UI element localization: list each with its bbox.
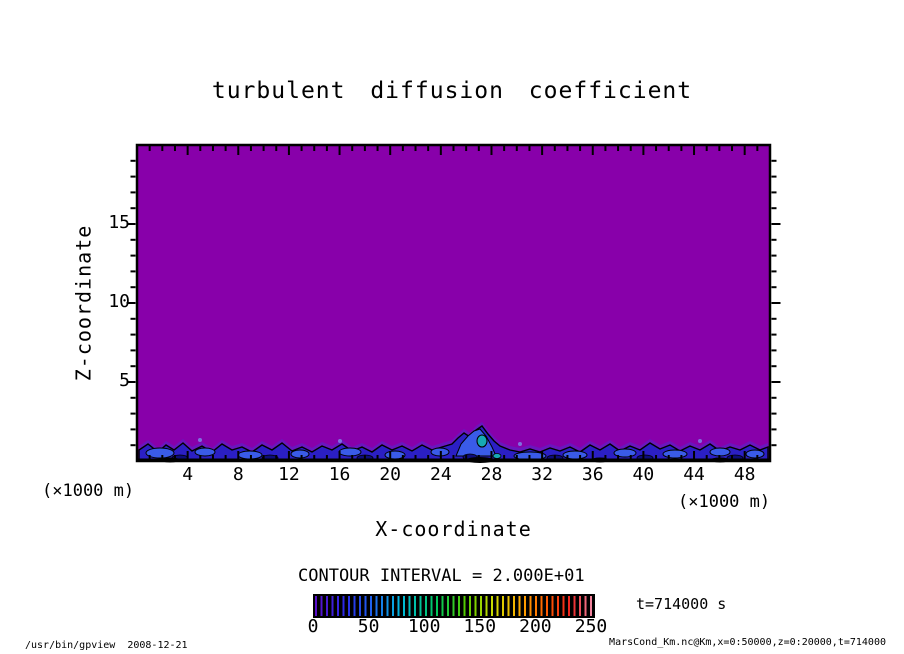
colorbar [313, 594, 595, 618]
x-tick-label: 8 [232, 464, 244, 485]
footer-command-text: /usr/bin/gpview 2008-12-21 [25, 640, 188, 651]
cb-tick-label: 250 [574, 616, 608, 637]
x-tick-label: 44 [683, 464, 705, 485]
y-tick-label: 5 [119, 370, 130, 391]
contour-interval-label: CONTOUR INTERVAL = 2.000E+01 [298, 566, 585, 586]
x-axis-unit-note-right: (×1000 m) [678, 492, 771, 512]
x-tick-label: 32 [531, 464, 553, 485]
cb-tick-label: 50 [357, 616, 380, 637]
x-tick-label: 36 [581, 464, 604, 485]
contour-field-background [137, 145, 770, 461]
x-axis-label: X-coordinate [375, 517, 532, 541]
footer-data-source-text: MarsCond_Km.nc@Km,x=0:50000,z=0:20000,t=… [609, 637, 886, 648]
cyan-peak-contour [476, 434, 488, 448]
y-tick-label: 10 [108, 291, 130, 312]
x-tick-label: 12 [278, 464, 300, 485]
cb-tick-label: 200 [519, 616, 552, 637]
cb-tick-label: 0 [307, 616, 319, 637]
x-tick-label: 48 [733, 464, 756, 485]
x-axis-unit-note-left: (×1000 m) [42, 481, 135, 501]
x-tick-label: 24 [429, 464, 452, 485]
time-label: t=714000 s [636, 595, 727, 613]
x-tick-label: 4 [182, 464, 194, 485]
cb-tick-label: 100 [407, 616, 441, 637]
chart-title: turbulent diffusion coefficient [211, 78, 693, 104]
y-tick-label: 15 [108, 212, 130, 233]
axis-tick-marks [126, 146, 781, 460]
cb-tick-label: 150 [463, 616, 497, 637]
plot-frame [135, 143, 772, 463]
x-tick-label: 28 [480, 464, 503, 485]
x-tick-label: 40 [632, 464, 655, 485]
x-tick-label: 16 [328, 464, 351, 485]
x-tick-label: 20 [379, 464, 402, 485]
